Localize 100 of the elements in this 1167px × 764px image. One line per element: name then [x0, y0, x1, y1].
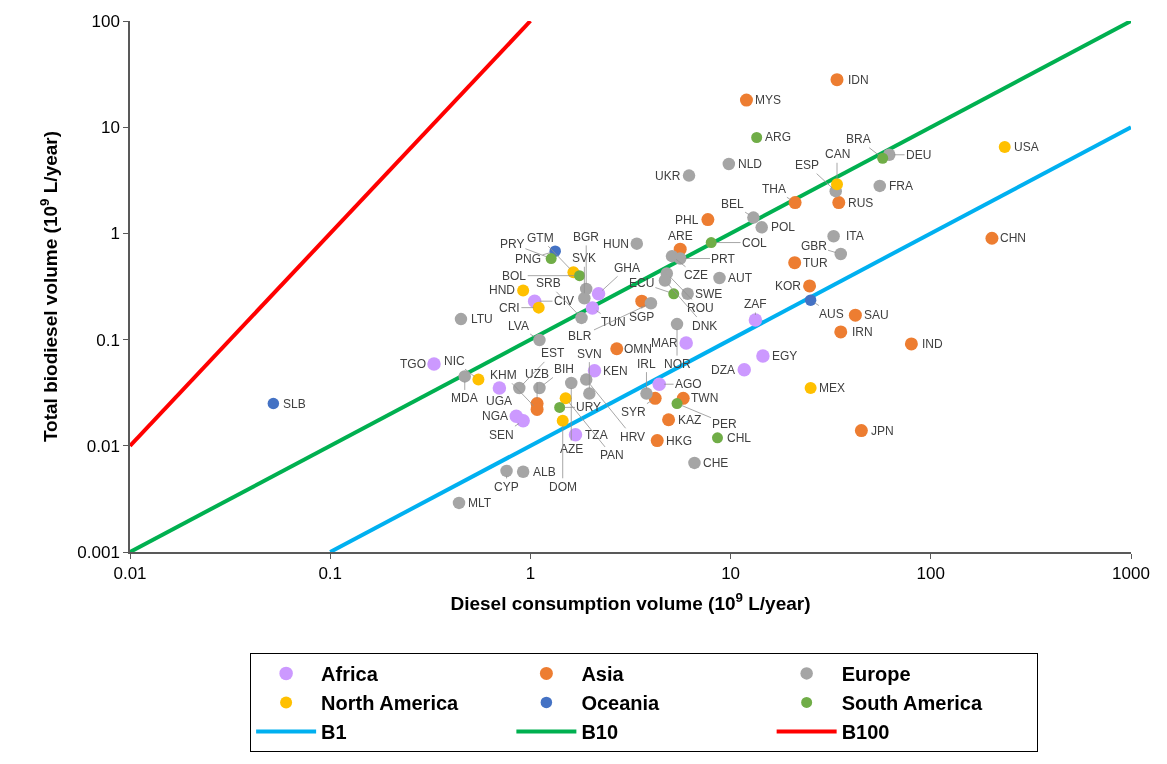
annotation: ARG — [765, 130, 792, 144]
legend-label: B100 — [841, 721, 890, 744]
x-tick-label: 1000 — [1112, 564, 1150, 584]
annotation: IRL — [637, 357, 656, 371]
annotation: CAN — [825, 147, 851, 161]
annotation: BIH — [554, 362, 575, 376]
annotation: KEN — [603, 364, 628, 378]
legend-label: B1 — [321, 721, 347, 744]
annotation: KOR — [775, 279, 802, 293]
annotation: MYS — [755, 93, 782, 107]
annotation: HKG — [666, 434, 693, 448]
annotation: SEN — [489, 428, 514, 442]
legend-label: Oceania — [581, 692, 661, 715]
annotation: HND — [489, 283, 516, 297]
annotation: FRA — [889, 179, 913, 193]
annotation: NIC — [444, 354, 465, 368]
annotation: LVA — [508, 319, 529, 333]
y-tick-label: 0.01 — [86, 436, 120, 456]
annotation: BEL — [721, 197, 745, 211]
legend-label: Europe — [841, 663, 911, 686]
legend-label: Asia — [581, 663, 625, 686]
annotation: TGO — [400, 357, 426, 371]
y-tick-label: 100 — [91, 11, 120, 31]
legend-label: B10 — [581, 721, 619, 744]
legend-label: Africa — [321, 663, 379, 686]
annotation: AUT — [728, 271, 753, 285]
annotation: USA — [1014, 140, 1039, 154]
annotation: UZB — [525, 367, 549, 381]
annotation: AUS — [819, 307, 844, 321]
annotation: SVK — [572, 251, 597, 265]
annotation: EST — [541, 346, 566, 360]
annotation: OMN — [624, 342, 652, 356]
annotation: KHM — [490, 368, 517, 382]
annotation: SGP — [629, 310, 655, 324]
y-tick-label: 0.1 — [96, 330, 120, 350]
annotation: NGA — [482, 409, 509, 423]
annotation: UKR — [655, 169, 681, 183]
annotation: PNG — [515, 252, 542, 266]
y-tick-label: 1 — [110, 224, 120, 244]
legend-label: North America — [321, 692, 460, 715]
annotation: CHE — [703, 456, 729, 470]
annotation: UGA — [486, 394, 513, 408]
annotation: BRA — [846, 132, 871, 146]
x-tick-label: 1 — [525, 564, 536, 584]
annotation: MAR — [651, 336, 678, 350]
y-tick-label: 10 — [100, 118, 120, 138]
annotation: SRB — [536, 276, 561, 290]
annotation: AZE — [560, 442, 584, 456]
annotation: BLR — [568, 329, 592, 343]
annotation: PRT — [711, 252, 736, 266]
annotation: SVN — [577, 347, 602, 361]
annotation: IND — [922, 337, 943, 351]
annotation: ITA — [846, 229, 864, 243]
annotation: JPN — [871, 424, 894, 438]
annotation: CYP — [494, 480, 519, 494]
annotation: LTU — [471, 312, 493, 326]
annotation: TZA — [585, 428, 608, 442]
annotation: ARE — [668, 229, 693, 243]
annotation: ESP — [795, 158, 820, 172]
x-tick-label: 10 — [721, 564, 741, 584]
annotation: PAN — [600, 448, 624, 462]
annotation: CHN — [1000, 231, 1026, 245]
annotation: MDA — [451, 391, 478, 405]
annotation: IRN — [852, 325, 873, 339]
annotation: IDN — [848, 73, 869, 87]
annotation: URY — [576, 400, 602, 414]
y-tick-label: 0.001 — [77, 542, 120, 562]
annotation: COL — [742, 236, 767, 250]
annotation: PER — [712, 417, 738, 431]
annotation: KAZ — [678, 413, 702, 427]
annotation: GBR — [801, 239, 828, 253]
legend-label: South America — [841, 692, 983, 715]
annotation: CHL — [727, 431, 752, 445]
annotation: GHA — [614, 261, 641, 275]
annotation: DOM — [549, 480, 577, 494]
annotation: BGR — [573, 230, 600, 244]
annotation: PRY — [500, 237, 525, 251]
annotation: SYR — [621, 405, 647, 419]
annotation: DEU — [906, 148, 932, 162]
annotation: DNK — [692, 319, 718, 333]
annotation: ALB — [533, 465, 556, 479]
annotation: EGY — [772, 349, 798, 363]
annotation: HUN — [603, 237, 629, 251]
x-tick-label: 0.01 — [113, 564, 147, 584]
annotation: ROU — [687, 301, 714, 315]
annotation: MLT — [468, 496, 492, 510]
annotation: PHL — [675, 213, 699, 227]
annotation: CRI — [499, 301, 520, 315]
annotation: SLB — [283, 397, 306, 411]
annotation: TUN — [601, 315, 626, 329]
annotation: RUS — [848, 196, 874, 210]
annotation: DZA — [711, 363, 735, 377]
annotation: CZE — [684, 268, 708, 282]
annotation: BOL — [502, 269, 527, 283]
annotation: SAU — [864, 308, 889, 322]
annotation: SWE — [695, 287, 723, 301]
annotation: MEX — [819, 381, 846, 395]
annotation: TUR — [803, 256, 828, 270]
x-axis-title: Diesel consumption volume (10$^{9}$ L/year) — [450, 590, 811, 615]
annotation: POL — [771, 220, 796, 234]
